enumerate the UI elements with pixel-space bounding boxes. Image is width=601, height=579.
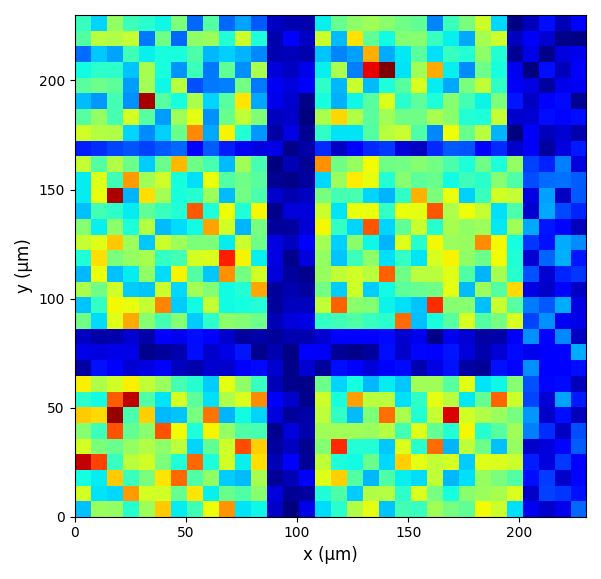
Y-axis label: y (μm): y (μm)	[15, 239, 33, 293]
X-axis label: x (μm): x (μm)	[303, 546, 358, 564]
